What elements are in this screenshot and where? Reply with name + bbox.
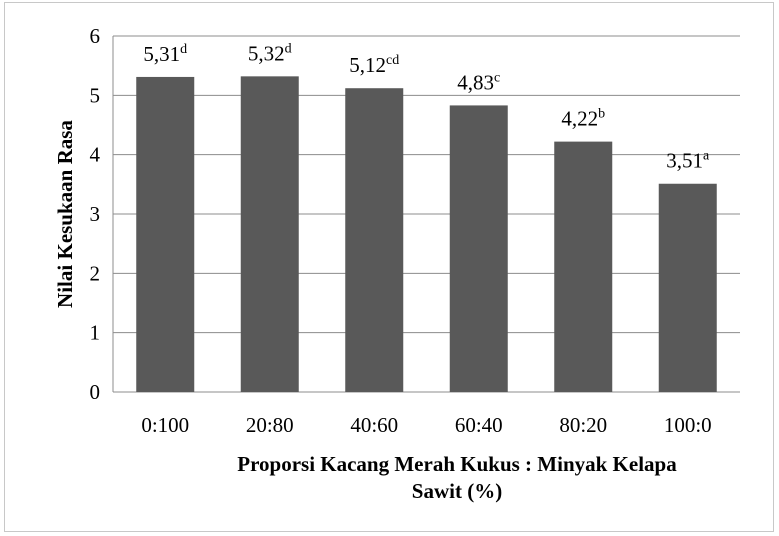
y-tick-label: 0: [90, 380, 101, 404]
data-label: 3,51a: [666, 149, 710, 173]
bar-100-0: [658, 183, 717, 392]
x-axis-title-line-1: Proporsi Kacang Merah Kukus : Minyak Kel…: [237, 452, 677, 476]
y-tick-label: 5: [90, 83, 101, 107]
data-label-significance: cd: [386, 53, 399, 68]
y-tick-labels: 0 1 2 3 4 5 6: [90, 24, 101, 404]
x-tick-labels: 0:100 20:80 40:60 60:40 80:20 100:0: [141, 413, 711, 437]
data-label-significance: c: [494, 70, 500, 85]
y-tick-label: 1: [90, 321, 101, 345]
x-tick-label: 0:100: [141, 413, 189, 437]
data-label-value: 5,31: [143, 42, 180, 66]
bar-80-20: [554, 141, 613, 392]
x-tick-label: 60:40: [455, 413, 503, 437]
y-tick-label: 2: [90, 261, 101, 285]
data-label: 5,31d: [143, 42, 187, 66]
data-label-significance: a: [703, 149, 710, 164]
data-label-significance: d: [180, 42, 187, 57]
y-tick-label: 6: [90, 24, 101, 48]
x-tick-label: 20:80: [246, 413, 294, 437]
data-label-value: 5,12: [349, 53, 386, 77]
bar-20-80: [240, 76, 299, 392]
x-tick-label: 40:60: [350, 413, 398, 437]
x-tick-label: 80:20: [559, 413, 607, 437]
data-label-value: 5,32: [248, 41, 285, 65]
bar-0-100: [136, 76, 195, 392]
y-axis-title: Nilai Kesukaan Rasa: [53, 120, 77, 308]
bar-40-60: [345, 88, 404, 393]
gridlines: [112, 35, 740, 393]
bar-60-40: [449, 105, 508, 393]
x-axis-title-line-2: Sawit (%): [412, 479, 502, 503]
bars: [136, 76, 717, 393]
y-tick-label: 3: [90, 202, 101, 226]
x-tick-label: 100:0: [664, 413, 712, 437]
data-label-significance: b: [598, 107, 605, 122]
data-label-value: 3,51: [666, 149, 703, 173]
data-label: 4,22b: [561, 107, 605, 131]
data-label-value: 4,83: [457, 70, 494, 94]
data-label-significance: d: [285, 41, 292, 56]
data-label: 4,83c: [457, 70, 500, 94]
data-label: 5,32d: [248, 41, 292, 65]
data-label: 5,12cd: [349, 53, 399, 77]
y-tick-label: 4: [90, 143, 101, 167]
data-label-value: 4,22: [561, 107, 598, 131]
